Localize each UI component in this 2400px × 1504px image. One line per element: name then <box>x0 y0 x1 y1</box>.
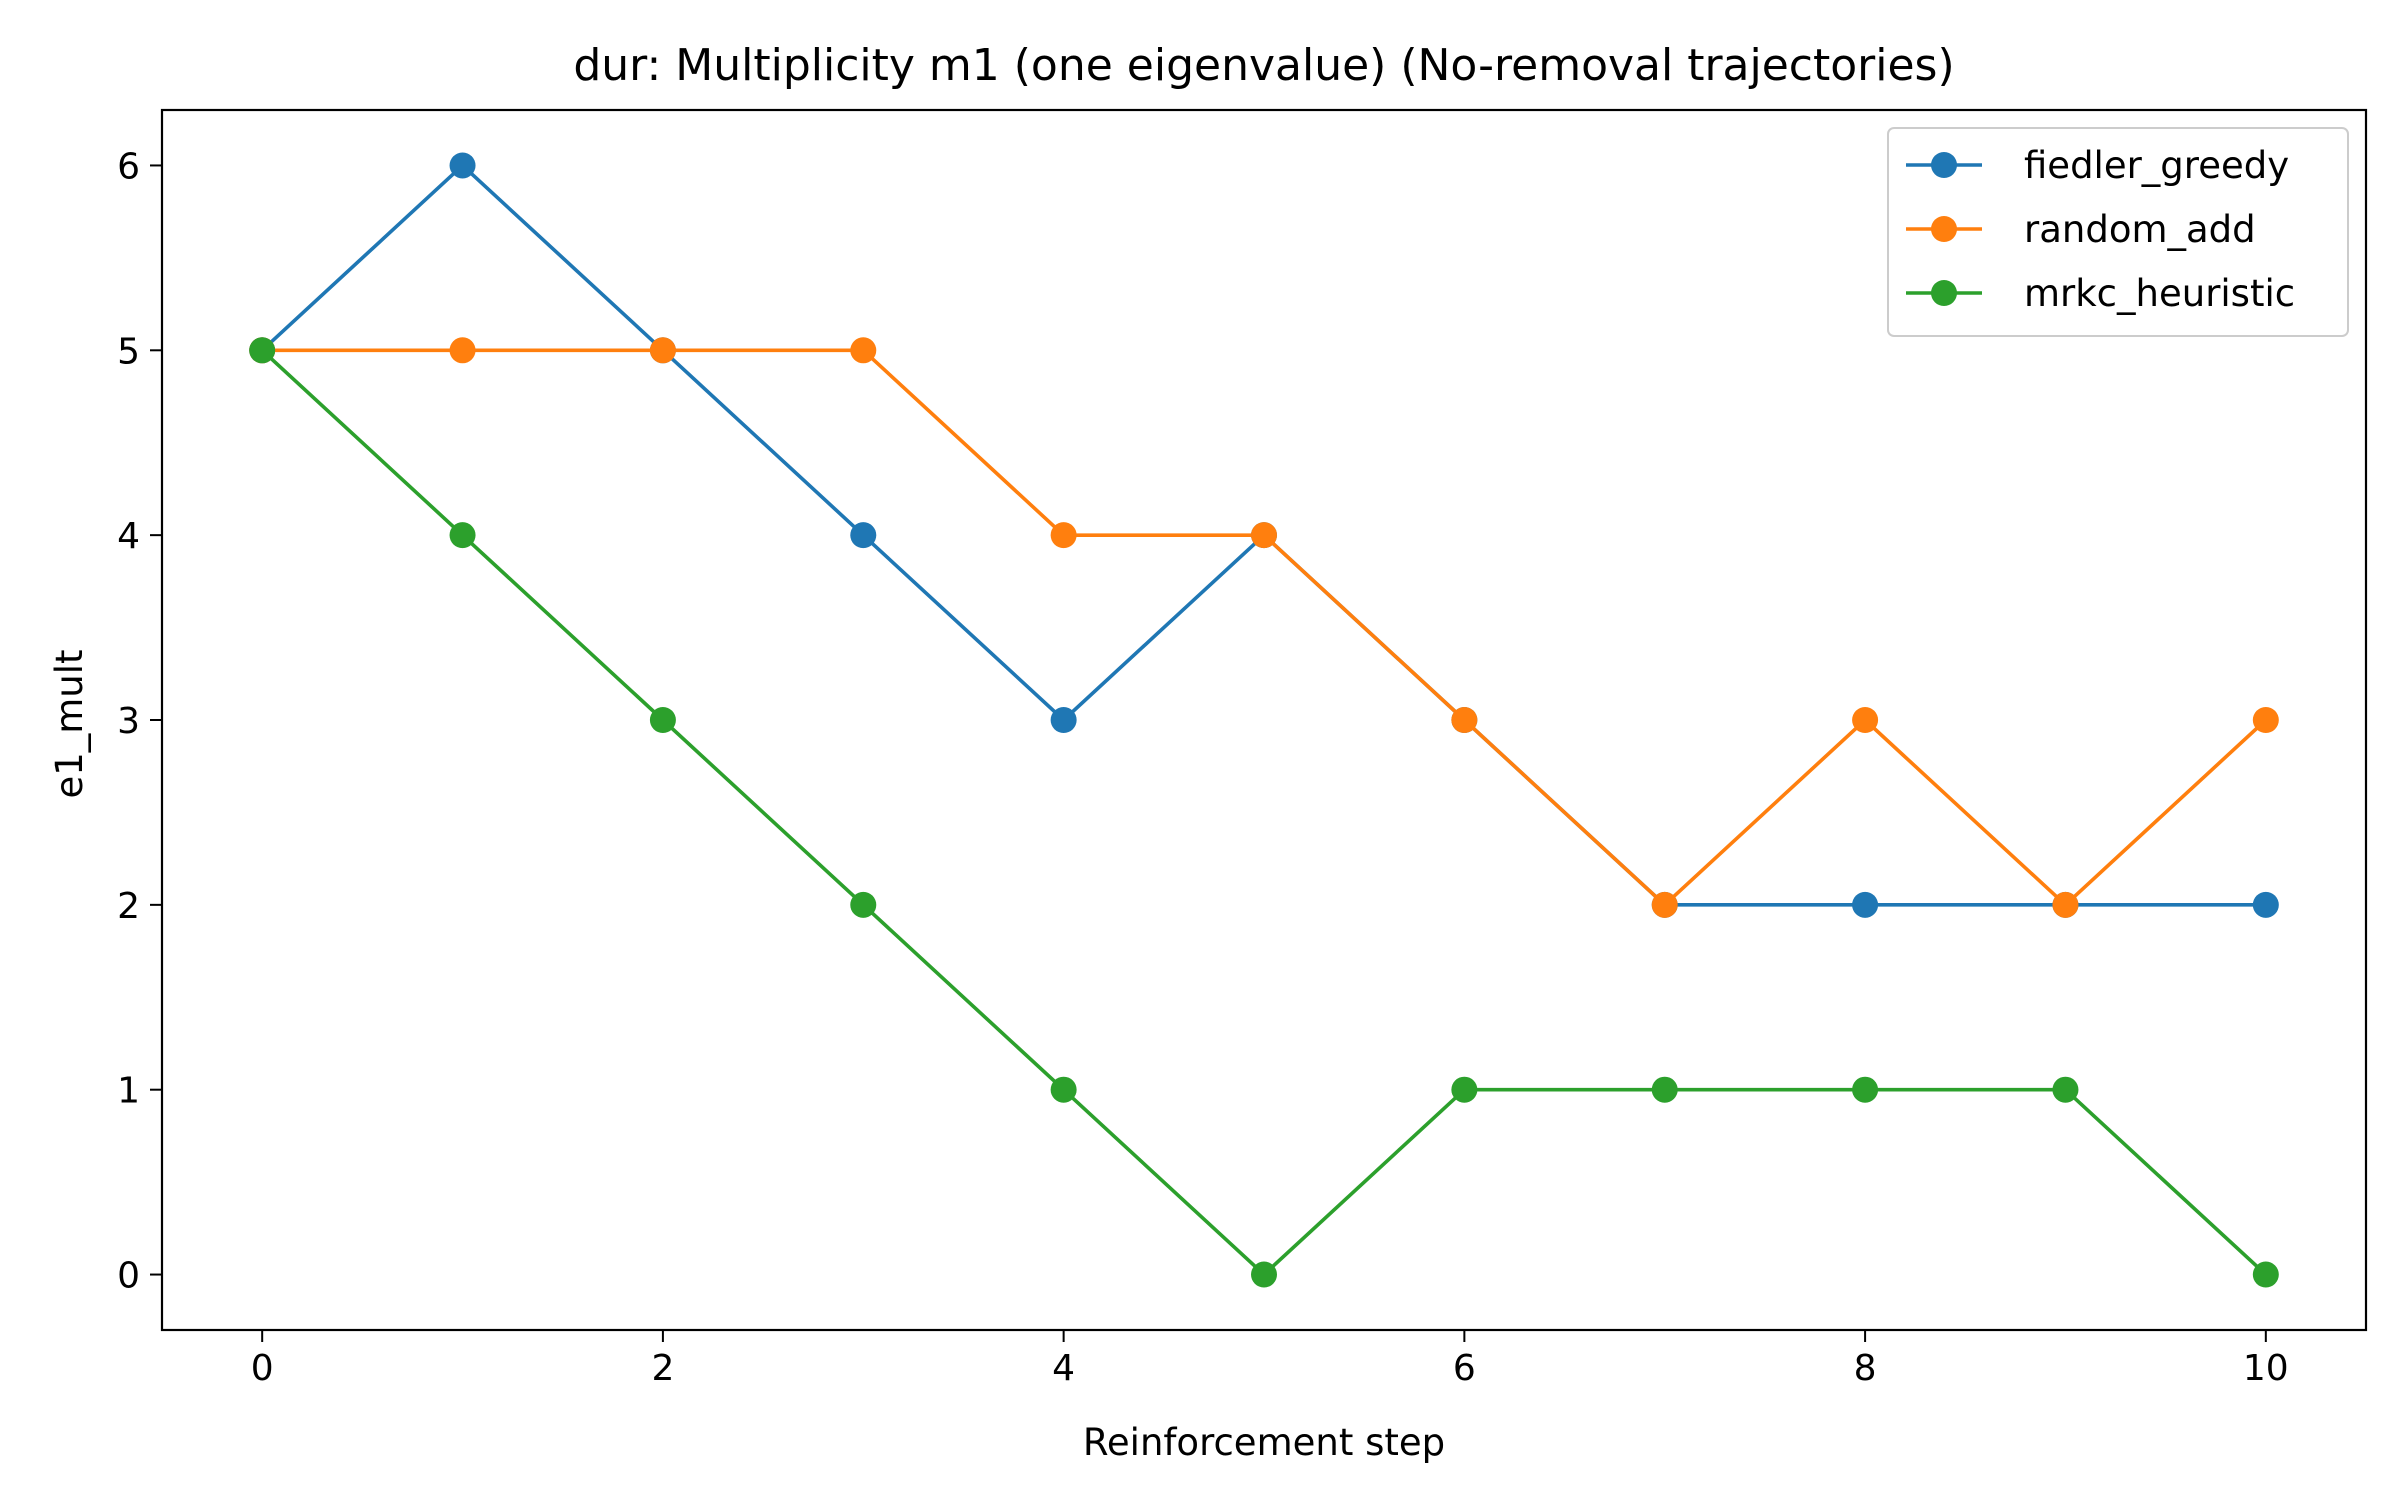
legend-marker <box>1931 280 1957 306</box>
x-tick-label: 10 <box>2243 1348 2289 1389</box>
data-point-random_add <box>2252 707 2279 733</box>
axis-ticks: 0 2 4 6 8 10 0 1 2 3 4 5 6 <box>117 146 2289 1389</box>
y-axis-label: e1_mult <box>48 649 91 798</box>
legend-box <box>1887 127 2349 337</box>
legend-marker <box>1931 216 1957 242</box>
data-point-random_add <box>850 337 877 364</box>
data-point-mrkc_heuristic <box>1050 1076 1077 1103</box>
data-point-mrkc_heuristic <box>649 707 676 733</box>
data-point-mrkc_heuristic <box>1251 1261 1277 1288</box>
series-lines <box>249 152 2279 1288</box>
series-mrkc_heuristic <box>249 337 2279 1288</box>
legend-marker <box>1931 152 1957 178</box>
x-tick-label: 8 <box>1854 1348 1877 1389</box>
legend-item-fiedler_greedy: fiedler_greedy <box>1906 144 2289 187</box>
legend-label: mrkc_heuristic <box>2024 272 2295 315</box>
data-point-fiedler_greedy <box>850 522 877 549</box>
data-point-random_add <box>2052 891 2079 918</box>
data-point-mrkc_heuristic <box>2252 1261 2279 1288</box>
data-point-random_add <box>449 337 476 364</box>
data-point-mrkc_heuristic <box>249 337 276 364</box>
legend-item-random_add: random_add <box>1906 208 2256 251</box>
chart-title: dur: Multiplicity m1 (one eigenvalue) (N… <box>573 40 1954 91</box>
y-tick-label: 0 <box>117 1256 140 1297</box>
data-point-fiedler_greedy <box>2252 891 2279 918</box>
x-axis-label: Reinforcement step <box>1083 1421 1445 1464</box>
data-point-random_add <box>1251 522 1277 549</box>
legend-item-mrkc_heuristic: mrkc_heuristic <box>1906 272 2295 315</box>
x-tick-label: 2 <box>651 1348 674 1389</box>
y-tick-label: 3 <box>117 701 140 742</box>
data-point-mrkc_heuristic <box>1451 1076 1478 1103</box>
y-tick-label: 6 <box>117 146 140 187</box>
y-tick-label: 5 <box>117 331 140 372</box>
data-point-mrkc_heuristic <box>850 891 877 918</box>
data-point-random_add <box>1451 707 1478 733</box>
y-tick-label: 1 <box>117 1071 140 1112</box>
x-tick-label: 0 <box>251 1348 274 1389</box>
data-point-mrkc_heuristic <box>449 522 476 549</box>
data-point-mrkc_heuristic <box>2052 1076 2079 1103</box>
y-tick-label: 2 <box>117 886 140 927</box>
legend: fiedler_greedy random_add mrkc_heuristic <box>1887 127 2349 337</box>
plot-frame <box>160 108 2368 1332</box>
data-point-random_add <box>1050 522 1077 549</box>
data-point-fiedler_greedy <box>1050 707 1077 733</box>
legend-label: fiedler_greedy <box>2024 144 2289 187</box>
data-point-fiedler_greedy <box>1852 891 1879 918</box>
legend-label: random_add <box>2024 208 2256 251</box>
x-tick-label: 6 <box>1453 1348 1476 1389</box>
data-point-random_add <box>1852 707 1879 733</box>
data-point-mrkc_heuristic <box>1651 1076 1678 1103</box>
data-point-fiedler_greedy <box>449 152 476 179</box>
data-point-random_add <box>1651 891 1678 918</box>
y-tick-label: 4 <box>117 516 140 557</box>
x-tick-label: 4 <box>1052 1348 1075 1389</box>
data-point-mrkc_heuristic <box>1852 1076 1879 1103</box>
data-point-random_add <box>649 337 676 364</box>
